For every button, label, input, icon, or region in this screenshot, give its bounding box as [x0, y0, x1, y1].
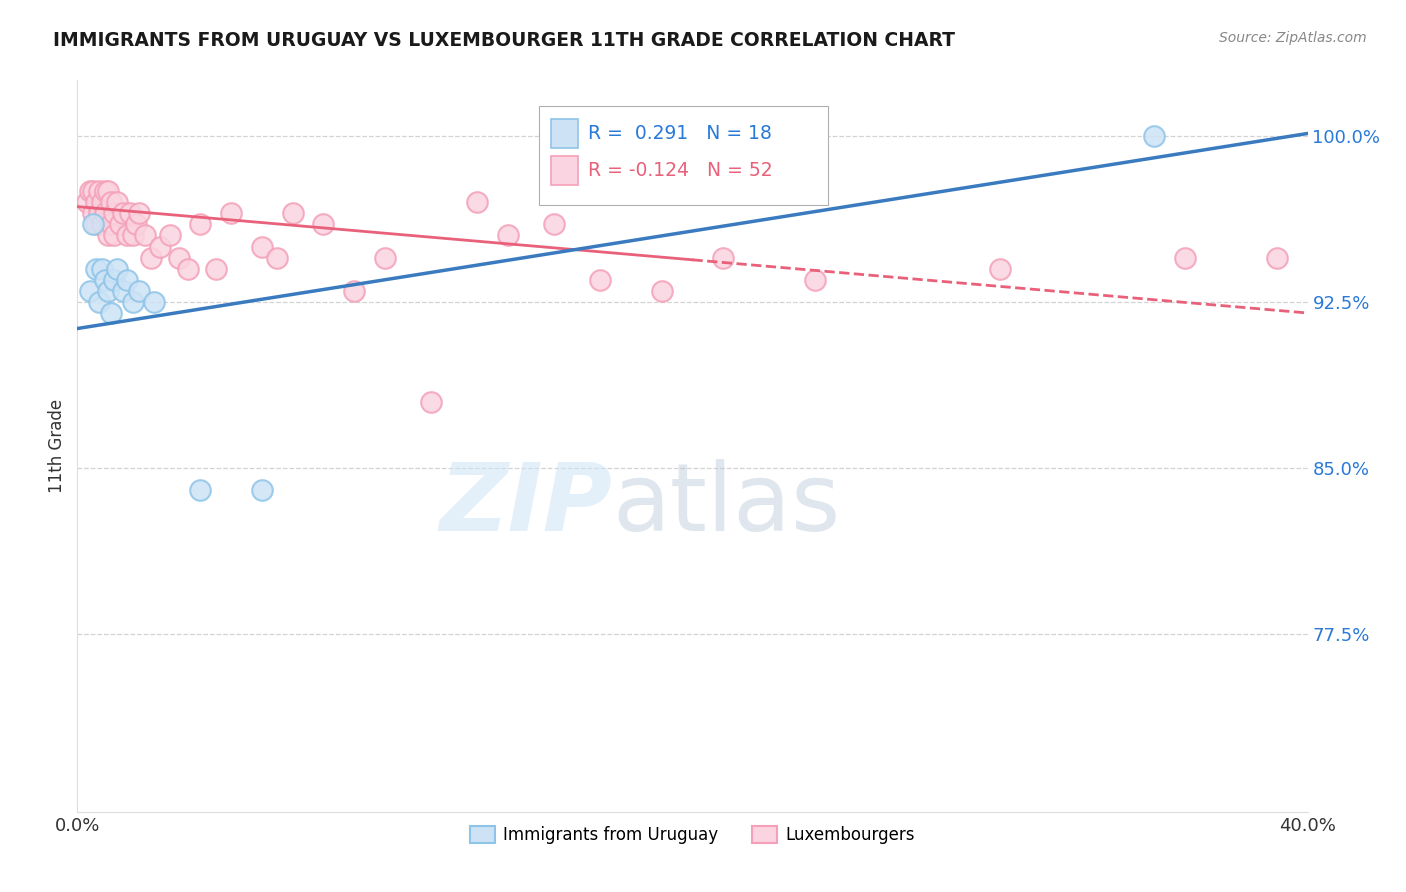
Point — [87, 294, 110, 309]
Point — [79, 184, 101, 198]
Point — [121, 294, 143, 309]
Point — [177, 261, 200, 276]
Point — [100, 195, 122, 210]
Point — [84, 218, 107, 232]
Text: atlas: atlas — [613, 458, 841, 550]
Point — [125, 218, 148, 232]
Point — [711, 251, 734, 265]
Point — [134, 228, 156, 243]
Point — [103, 273, 125, 287]
Point — [105, 195, 128, 210]
Point — [87, 206, 110, 220]
Point — [97, 228, 120, 243]
Point — [219, 206, 242, 220]
Point — [121, 228, 143, 243]
Point — [84, 261, 107, 276]
Point — [103, 228, 125, 243]
Point — [100, 306, 122, 320]
Point — [115, 273, 138, 287]
Point — [82, 206, 104, 220]
Point — [589, 273, 612, 287]
FancyBboxPatch shape — [551, 119, 578, 148]
Point — [204, 261, 226, 276]
Point — [496, 228, 519, 243]
Point — [343, 284, 366, 298]
Point — [1174, 251, 1197, 265]
Point — [112, 206, 135, 220]
Point — [115, 228, 138, 243]
Point — [90, 195, 114, 210]
Point — [97, 184, 120, 198]
Point — [128, 284, 150, 298]
Point — [250, 483, 273, 498]
Point — [94, 206, 117, 220]
Point — [1143, 128, 1166, 143]
Text: Source: ZipAtlas.com: Source: ZipAtlas.com — [1219, 31, 1367, 45]
Point — [128, 206, 150, 220]
Point — [988, 261, 1011, 276]
Point — [82, 184, 104, 198]
Text: R =  0.291   N = 18: R = 0.291 N = 18 — [588, 124, 772, 144]
Point — [141, 251, 163, 265]
Point — [1265, 251, 1288, 265]
FancyBboxPatch shape — [538, 106, 828, 204]
Point — [420, 394, 443, 409]
Point — [97, 284, 120, 298]
Point — [543, 218, 565, 232]
Point — [84, 195, 107, 210]
Point — [374, 251, 396, 265]
Point — [103, 206, 125, 220]
Point — [804, 273, 827, 287]
Point — [90, 261, 114, 276]
Point — [82, 218, 104, 232]
Point — [312, 218, 335, 232]
Point — [112, 284, 135, 298]
Text: R = -0.124   N = 52: R = -0.124 N = 52 — [588, 161, 772, 180]
Point — [76, 195, 98, 210]
Point — [100, 218, 122, 232]
Point — [79, 284, 101, 298]
Text: ZIP: ZIP — [440, 458, 613, 550]
Text: IMMIGRANTS FROM URUGUAY VS LUXEMBOURGER 11TH GRADE CORRELATION CHART: IMMIGRANTS FROM URUGUAY VS LUXEMBOURGER … — [53, 31, 956, 50]
Point — [149, 239, 172, 253]
Point — [651, 284, 673, 298]
Point — [250, 239, 273, 253]
Point — [281, 206, 304, 220]
Point — [94, 273, 117, 287]
Point — [105, 261, 128, 276]
Point — [465, 195, 488, 210]
Y-axis label: 11th Grade: 11th Grade — [48, 399, 66, 493]
Point — [87, 184, 110, 198]
Point — [266, 251, 288, 265]
Point — [118, 206, 141, 220]
Point — [188, 483, 212, 498]
Point — [110, 218, 132, 232]
Point — [143, 294, 166, 309]
Point — [167, 251, 190, 265]
Legend: Immigrants from Uruguay, Luxembourgers: Immigrants from Uruguay, Luxembourgers — [464, 820, 921, 851]
Point — [188, 218, 212, 232]
Point — [90, 218, 114, 232]
Point — [94, 184, 117, 198]
Point — [159, 228, 181, 243]
FancyBboxPatch shape — [551, 155, 578, 185]
